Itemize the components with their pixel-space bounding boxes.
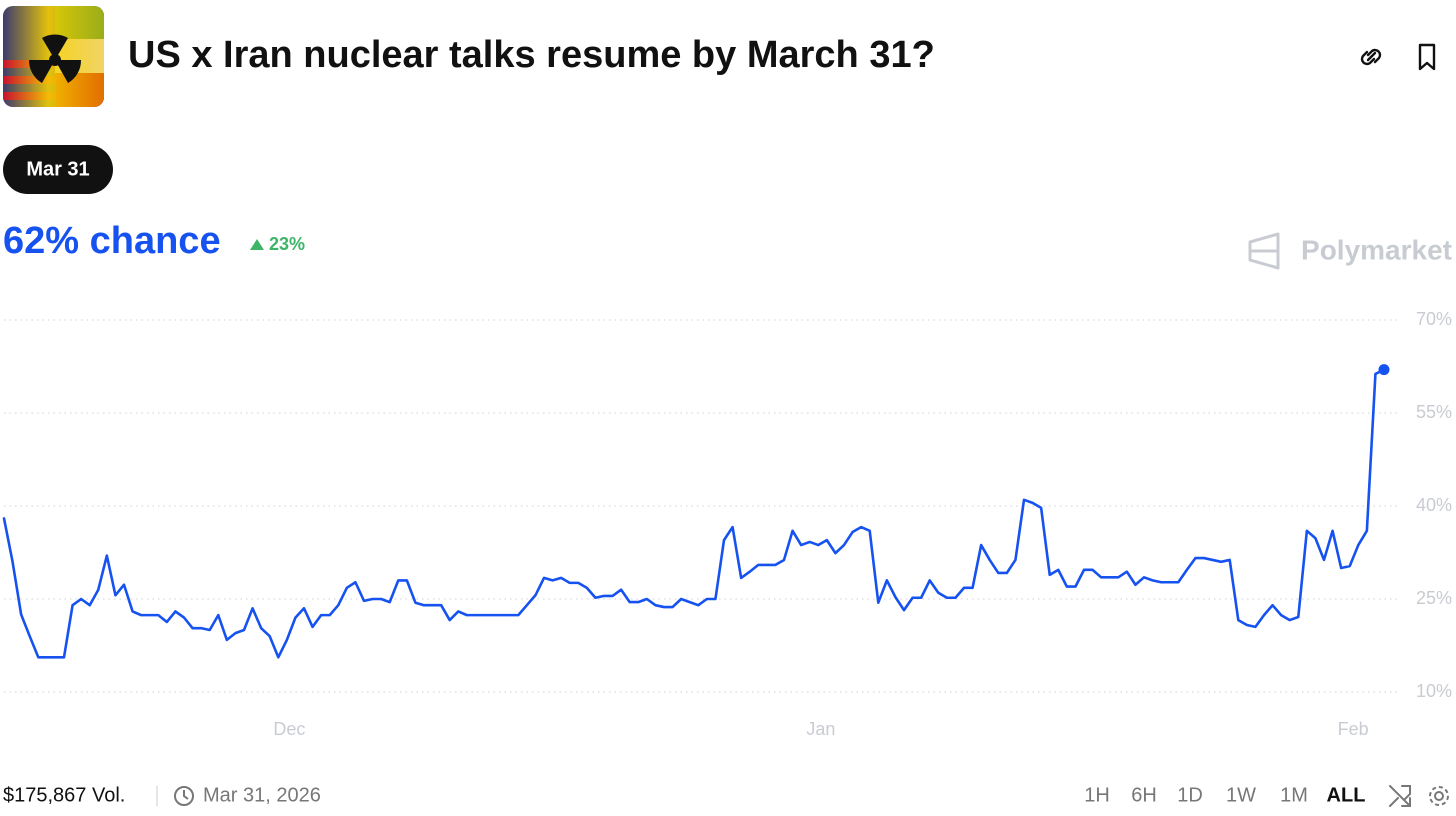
range-button[interactable]: 1M [1280, 784, 1308, 806]
volume: $175,867 Vol. [3, 784, 125, 806]
copy-link-button[interactable] [1360, 48, 1382, 66]
y-tick-label: 10% [1416, 681, 1452, 701]
settings-icon[interactable] [1429, 786, 1449, 806]
chance: 62% chance [3, 220, 221, 262]
clock-icon [174, 786, 194, 806]
y-tick-label: 70% [1416, 309, 1452, 329]
price-line [2, 368, 1386, 659]
bookmark-button[interactable] [1418, 43, 1436, 71]
range-button[interactable]: 1W [1226, 784, 1256, 806]
range-button[interactable]: 1D [1177, 784, 1203, 806]
range-button[interactable]: 6H [1131, 784, 1157, 806]
x-tick-label: Dec [273, 719, 305, 739]
range-button[interactable]: 1H [1084, 784, 1110, 806]
y-tick-label: 40% [1416, 495, 1452, 515]
outcome-label: Mar 31 [26, 158, 89, 180]
y-tick-label: 25% [1416, 588, 1452, 608]
y-tick-label: 55% [1416, 402, 1452, 422]
change-arrow [250, 239, 264, 250]
current-point [1378, 364, 1390, 376]
end-date: Mar 31, 2026 [203, 784, 321, 806]
brand-name: Polymarket [1301, 234, 1452, 265]
market-icon [3, 6, 104, 107]
x-tick-label: Jan [806, 719, 835, 739]
shuffle-icon[interactable] [1389, 785, 1411, 807]
change: 23% [269, 234, 305, 254]
x-tick-label: Feb [1338, 719, 1369, 739]
market-title: US x Iran nuclear talks resume by March … [128, 34, 935, 76]
brand-logo [1248, 232, 1280, 270]
range-button[interactable]: ALL [1327, 784, 1366, 806]
outcome-pill[interactable] [3, 145, 113, 194]
